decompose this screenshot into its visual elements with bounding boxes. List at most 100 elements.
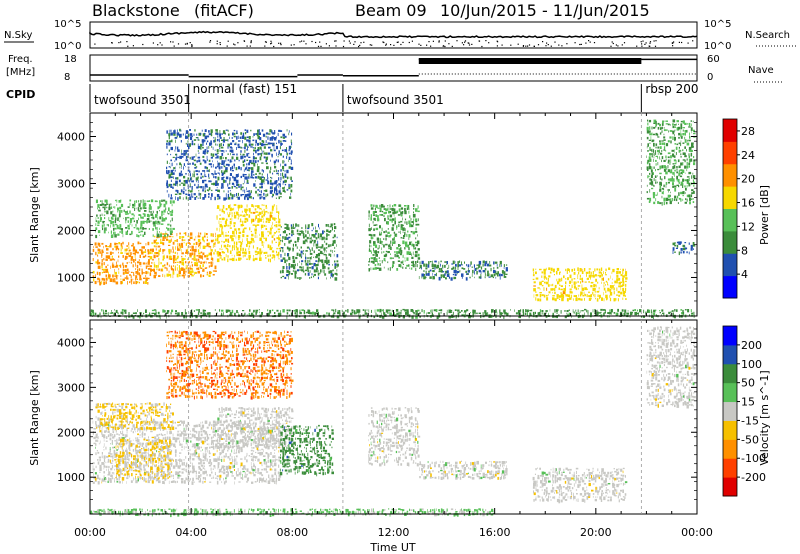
data-cell bbox=[571, 294, 572, 298]
data-cell bbox=[206, 239, 208, 242]
data-cell bbox=[142, 234, 145, 237]
data-cell bbox=[195, 470, 197, 475]
data-cell bbox=[185, 255, 186, 258]
data-cell bbox=[151, 248, 154, 252]
data-cell bbox=[652, 149, 654, 153]
data-cell bbox=[170, 179, 172, 182]
data-cell bbox=[114, 271, 117, 275]
data-cell bbox=[236, 254, 239, 256]
nsearch-point bbox=[554, 41, 556, 43]
data-cell bbox=[381, 260, 383, 264]
data-cell bbox=[571, 280, 573, 284]
data-cell bbox=[647, 309, 649, 313]
data-cell bbox=[156, 477, 159, 482]
data-cell bbox=[135, 200, 138, 203]
data-cell bbox=[101, 478, 105, 482]
data-cell bbox=[231, 156, 234, 160]
data-cell bbox=[299, 253, 301, 257]
data-cell bbox=[191, 309, 193, 313]
data-cell bbox=[497, 271, 499, 274]
data-cell bbox=[680, 150, 682, 152]
data-cell bbox=[189, 190, 193, 193]
data-cell bbox=[334, 260, 336, 263]
data-cell bbox=[314, 312, 317, 316]
data-cell bbox=[390, 240, 392, 244]
data-cell bbox=[385, 234, 388, 237]
data-cell bbox=[110, 206, 113, 209]
data-cell bbox=[158, 453, 161, 457]
nsearch-point bbox=[464, 41, 466, 43]
data-cell bbox=[164, 445, 168, 450]
data-cell bbox=[674, 195, 676, 199]
data-cell bbox=[183, 436, 185, 441]
data-cell bbox=[271, 189, 273, 192]
nsky-line bbox=[89, 30, 698, 39]
data-cell bbox=[191, 156, 194, 160]
data-cell bbox=[402, 211, 404, 214]
data-cell bbox=[92, 309, 94, 314]
data-cell bbox=[550, 288, 553, 291]
data-cell bbox=[110, 216, 113, 220]
data-cell bbox=[261, 129, 264, 132]
data-region-9 bbox=[646, 119, 696, 206]
data-cell bbox=[680, 153, 682, 156]
data-cell bbox=[187, 252, 189, 255]
data-cell bbox=[493, 267, 495, 270]
data-cell bbox=[126, 256, 128, 259]
data-cell bbox=[265, 251, 268, 254]
data-cell bbox=[114, 456, 117, 458]
data-cell bbox=[579, 268, 582, 272]
data-cell bbox=[622, 294, 626, 297]
data-cell bbox=[653, 178, 655, 182]
data-cell bbox=[116, 424, 118, 426]
data-cell bbox=[170, 431, 172, 434]
data-cell bbox=[158, 275, 161, 277]
data-cell bbox=[141, 425, 144, 427]
data-cell bbox=[678, 142, 681, 145]
data-cell bbox=[236, 183, 239, 187]
data-cell bbox=[197, 475, 201, 479]
data-cell bbox=[95, 436, 98, 439]
data-cell bbox=[118, 434, 120, 436]
data-cell bbox=[259, 190, 261, 192]
data-cell bbox=[168, 129, 170, 134]
data-cell bbox=[204, 449, 206, 453]
data-cell bbox=[141, 433, 144, 436]
data-cell bbox=[485, 261, 487, 264]
data-cell bbox=[202, 471, 205, 475]
data-cell bbox=[275, 180, 278, 183]
data-cell bbox=[370, 207, 374, 210]
data-cell bbox=[111, 442, 113, 445]
nsearch-point bbox=[579, 43, 581, 46]
data-cell bbox=[419, 315, 421, 318]
nsearch-point bbox=[432, 40, 434, 42]
data-cell bbox=[178, 249, 181, 251]
data-cell bbox=[213, 252, 215, 255]
data-cell bbox=[301, 260, 304, 263]
data-cell bbox=[301, 227, 303, 229]
data-cell bbox=[208, 130, 210, 133]
data-cell bbox=[197, 145, 201, 150]
data-cell bbox=[192, 443, 194, 447]
data-cell bbox=[170, 162, 172, 167]
data-cell bbox=[155, 309, 157, 313]
data-cell bbox=[276, 142, 277, 145]
data-cell bbox=[185, 433, 187, 436]
data-cell bbox=[257, 251, 260, 255]
data-cell bbox=[254, 176, 258, 179]
data-cell bbox=[311, 256, 312, 260]
data-cell bbox=[665, 168, 668, 170]
data-cell bbox=[273, 204, 275, 207]
data-cell bbox=[680, 120, 683, 123]
data-cell bbox=[170, 153, 172, 156]
data-cell bbox=[377, 251, 380, 254]
data-cell bbox=[162, 264, 164, 268]
data-cell bbox=[608, 312, 612, 315]
data-cell bbox=[332, 273, 334, 277]
data-cell bbox=[686, 185, 688, 188]
data-cell bbox=[404, 221, 406, 224]
data-cell bbox=[249, 227, 251, 231]
data-cell bbox=[284, 186, 285, 189]
data-cell bbox=[282, 169, 284, 172]
data-cell bbox=[256, 247, 259, 250]
